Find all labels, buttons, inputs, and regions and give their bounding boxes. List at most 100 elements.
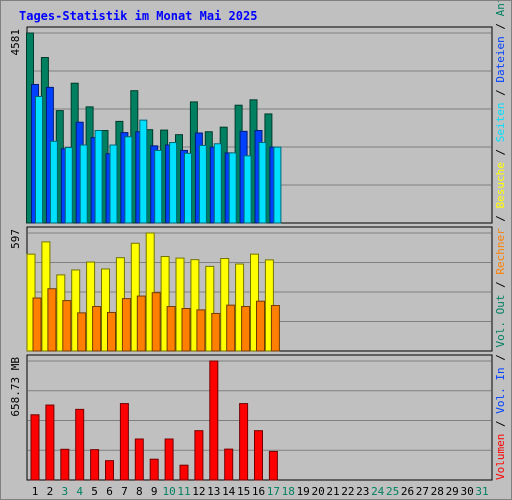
bar-seiten-day-17 — [273, 146, 282, 224]
x-tick-label-16: 16 — [252, 485, 265, 498]
x-tick-label-31: 31 — [475, 485, 488, 498]
bar-seiten-day-9 — [154, 149, 163, 224]
bar-rechner-day-11 — [181, 308, 191, 352]
bar-rechner-day-12 — [196, 309, 206, 352]
bar-volumen-day-8 — [134, 438, 144, 481]
x-tick-label-7: 7 — [121, 485, 128, 498]
x-tick-label-25: 25 — [386, 485, 399, 498]
bar-volumen-day-1 — [30, 414, 40, 481]
legend-entry: Seiten — [494, 102, 507, 142]
legend-separator: / — [494, 16, 507, 36]
x-tick-label-14: 14 — [222, 485, 236, 498]
bar-seiten-day-3 — [64, 147, 73, 224]
bar-volumen-day-11 — [179, 464, 189, 481]
legend-entry: Dateien — [494, 36, 507, 82]
x-tick-label-12: 12 — [192, 485, 205, 498]
bar-volumen-day-7 — [119, 403, 129, 481]
bar-seiten-day-10 — [169, 142, 178, 224]
bar-rechner-day-2 — [47, 288, 57, 352]
legend-entry: Anfragen — [494, 1, 507, 16]
y-max-label-requests: 4581 — [9, 29, 22, 56]
bar-besuche-day-9 — [145, 232, 155, 352]
bar-rechner-day-16 — [256, 300, 265, 352]
x-tick-label-11: 11 — [177, 485, 190, 498]
x-tick-label-22: 22 — [341, 485, 354, 498]
x-tick-label-6: 6 — [106, 485, 113, 498]
y-max-label-volume: 658.73 MB — [9, 357, 22, 417]
bar-volumen-day-13 — [209, 360, 219, 481]
bar-volumen-day-12 — [194, 430, 204, 481]
bar-besuche-day-6 — [101, 268, 110, 352]
legend-separator: / — [494, 414, 507, 434]
legend-separator: / — [494, 83, 507, 103]
bar-volumen-day-3 — [60, 448, 70, 481]
legend-entry: Vol. Out — [494, 295, 507, 348]
bar-besuche-day-12 — [190, 259, 200, 352]
bar-rechner-day-1 — [32, 297, 42, 352]
legend-separator: / — [494, 275, 507, 295]
bar-seiten-day-4 — [79, 144, 88, 224]
bar-rechner-day-6 — [107, 311, 116, 352]
bar-volumen-day-2 — [45, 404, 55, 481]
x-tick-label-19: 19 — [297, 485, 310, 498]
bar-rechner-day-9 — [151, 292, 161, 352]
x-tick-label-28: 28 — [431, 485, 444, 498]
bar-seiten-day-7 — [124, 136, 133, 224]
x-tick-label-26: 26 — [401, 485, 414, 498]
bar-rechner-day-8 — [136, 295, 146, 352]
bar-seiten-day-12 — [198, 144, 207, 224]
bar-rechner-day-17 — [270, 305, 280, 352]
x-tick-label-1: 1 — [32, 485, 39, 498]
bar-rechner-day-15 — [241, 306, 251, 352]
legend-entry: Volumen — [494, 434, 507, 480]
legend-entry: Rechner — [494, 228, 507, 275]
bar-seiten-day-14 — [228, 152, 237, 224]
bar-seiten-day-15 — [243, 155, 252, 224]
bar-seiten-day-16 — [258, 142, 267, 224]
x-tick-label-13: 13 — [207, 485, 220, 498]
x-tick-label-2: 2 — [47, 485, 54, 498]
bar-seiten-day-5 — [94, 130, 103, 224]
x-tick-label-20: 20 — [311, 485, 324, 498]
x-tick-label-10: 10 — [162, 485, 175, 498]
x-tick-label-9: 9 — [151, 485, 158, 498]
bar-rechner-day-14 — [226, 304, 236, 352]
x-tick-label-21: 21 — [326, 485, 339, 498]
bar-rechner-day-7 — [121, 298, 131, 352]
x-tick-label-5: 5 — [91, 485, 98, 498]
x-tick-label-3: 3 — [61, 485, 68, 498]
x-tick-label-8: 8 — [136, 485, 143, 498]
bar-volumen-day-10 — [164, 438, 174, 481]
bar-seiten-day-11 — [184, 152, 192, 224]
legend-entry: Vol. In — [494, 367, 507, 413]
bar-rechner-day-10 — [166, 306, 176, 352]
legend-separator: / — [494, 348, 507, 368]
x-tick-label-27: 27 — [416, 485, 429, 498]
legend-entry: Besuche — [494, 162, 507, 208]
bar-volumen-day-16 — [254, 430, 263, 481]
bar-besuche-day-4 — [71, 269, 81, 352]
bar-seiten-day-13 — [213, 143, 222, 224]
bar-volumen-day-6 — [105, 460, 114, 481]
bar-seiten-day-6 — [109, 144, 118, 224]
y-max-label-visits: 597 — [9, 229, 22, 249]
bar-besuche-day-13 — [205, 265, 215, 352]
bar-rechner-day-3 — [62, 300, 72, 352]
bar-besuche-day-10 — [160, 256, 170, 352]
x-tick-label-23: 23 — [356, 485, 369, 498]
legend-separator: / — [494, 142, 507, 162]
bar-volumen-day-4 — [75, 408, 85, 481]
x-tick-label-4: 4 — [76, 485, 83, 498]
bar-volumen-day-5 — [90, 449, 100, 481]
legend-vertical: Volumen / Vol. In / Vol. Out / Rechner /… — [494, 1, 507, 480]
x-tick-label-18: 18 — [282, 485, 295, 498]
bar-seiten-day-2 — [49, 140, 58, 224]
chart-title: Tages-Statistik im Monat Mai 2025 — [19, 9, 258, 23]
legend-separator: / — [494, 208, 507, 228]
bar-rechner-day-5 — [92, 306, 102, 352]
bar-volumen-day-9 — [149, 458, 159, 481]
bar-volumen-day-15 — [239, 403, 249, 481]
bar-rechner-day-4 — [77, 312, 87, 352]
bar-volumen-day-17 — [268, 450, 278, 481]
